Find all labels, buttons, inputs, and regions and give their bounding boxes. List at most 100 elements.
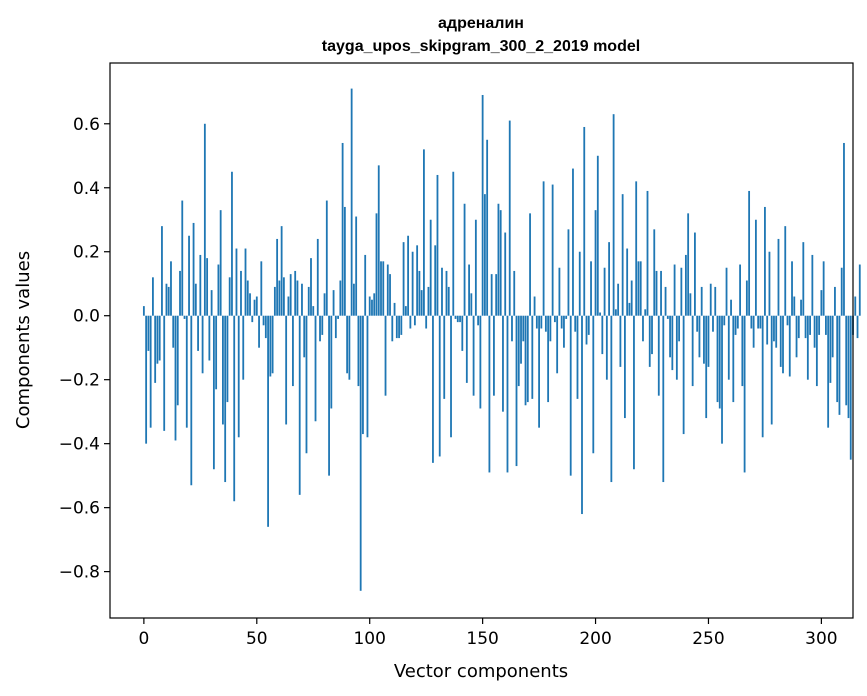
bar [522, 315, 525, 342]
bar [529, 213, 531, 316]
bar [334, 315, 337, 339]
bar [441, 267, 443, 316]
bar [721, 315, 723, 444]
bar [773, 315, 775, 342]
bar [474, 219, 477, 316]
bar [664, 286, 667, 316]
bar [800, 299, 802, 316]
bar [544, 315, 547, 332]
bar [350, 88, 353, 316]
bar [235, 248, 238, 316]
bar [231, 171, 233, 316]
bar [459, 315, 461, 323]
bar [393, 302, 396, 316]
bar [806, 315, 809, 380]
bar [617, 283, 620, 316]
bar [149, 315, 152, 428]
bar [576, 315, 579, 399]
bar [188, 235, 190, 316]
bar [727, 315, 730, 380]
bar [660, 270, 662, 316]
bar [583, 126, 586, 316]
bar [330, 315, 333, 409]
bar [465, 315, 468, 383]
bar [287, 296, 290, 316]
bar [811, 254, 814, 316]
bar [276, 238, 279, 316]
bar [788, 315, 791, 377]
bar [305, 315, 308, 454]
x-axis-ticks: 0 50 100 150 200 250 300 [138, 618, 838, 649]
bar [366, 315, 369, 438]
bar [301, 283, 303, 316]
bar [829, 315, 832, 383]
chart-title-line1: адреналин [438, 15, 524, 32]
bar [856, 315, 859, 339]
bar [377, 165, 380, 316]
x-tick-label: 250 [692, 629, 724, 649]
bar [260, 261, 263, 316]
bar [786, 315, 789, 326]
bar [784, 226, 787, 316]
bar [294, 270, 297, 316]
bar [339, 280, 342, 316]
bar [246, 280, 249, 316]
bar [700, 286, 703, 316]
bar [490, 274, 493, 316]
bar [815, 315, 818, 387]
bar [849, 315, 852, 460]
bar [628, 302, 631, 316]
bar [748, 190, 751, 316]
bar [750, 315, 753, 329]
bar [642, 315, 644, 342]
bar [718, 315, 721, 409]
bar [520, 315, 522, 364]
bar [226, 315, 229, 403]
bar [653, 229, 656, 316]
bar [264, 315, 267, 339]
bar [639, 261, 642, 316]
bar [206, 258, 209, 316]
bar [368, 296, 371, 316]
bar [255, 296, 258, 316]
bar [278, 280, 281, 316]
bar [398, 315, 400, 339]
bar [454, 315, 457, 319]
y-tick-label: −0.8 [59, 563, 100, 583]
bar [486, 139, 489, 316]
y-tick-label: −0.2 [59, 371, 100, 391]
bar [380, 261, 382, 316]
bar [822, 261, 825, 316]
bar [657, 315, 660, 396]
bar [357, 315, 360, 387]
bar [678, 315, 681, 342]
bar [461, 315, 464, 351]
bar [596, 155, 599, 316]
bar [310, 258, 312, 316]
bar [341, 142, 344, 316]
bar [535, 315, 538, 329]
bar [307, 286, 310, 316]
bar [574, 315, 577, 332]
bar [262, 315, 265, 326]
bar [633, 315, 635, 470]
bar [504, 232, 507, 316]
bar [332, 290, 335, 316]
bar [192, 222, 195, 316]
bar [662, 315, 665, 483]
y-tick-label: −0.4 [59, 435, 100, 455]
bar [483, 194, 486, 316]
bar [526, 315, 529, 403]
bar [684, 254, 687, 316]
y-axis-ticks: −0.8 −0.6 −0.4 −0.2 0.0 0.2 0.4 0.6 [59, 115, 110, 583]
bar [827, 315, 830, 428]
bar [463, 203, 466, 316]
bar [438, 315, 441, 457]
bar [420, 290, 423, 316]
bar [547, 315, 550, 403]
bar [409, 315, 412, 329]
y-tick-label: 0.6 [73, 115, 100, 135]
bar [280, 226, 283, 316]
bar [147, 315, 150, 351]
bar [736, 315, 739, 329]
